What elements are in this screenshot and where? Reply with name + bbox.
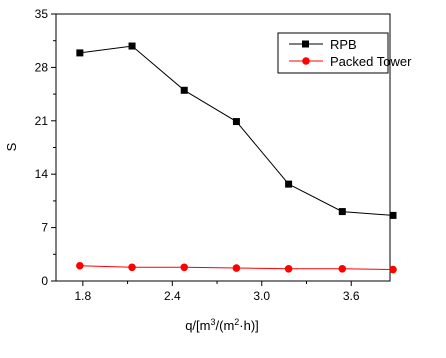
x-tick-label: 2.4	[164, 289, 181, 303]
y-tick-label: 0	[41, 274, 48, 288]
data-point-rpb	[180, 86, 188, 94]
x-axis-label-superscript: 3	[210, 317, 215, 327]
data-point-rpb	[389, 211, 397, 219]
data-point-rpb	[338, 208, 346, 216]
y-axis: 0 7 14 21 28 35	[35, 7, 56, 288]
y-tick-label: 35	[35, 7, 49, 21]
data-point-rpb	[76, 49, 84, 57]
legend-box	[277, 32, 389, 74]
data-point-packed-tower	[338, 264, 347, 273]
data-point-packed-tower	[180, 263, 189, 272]
data-point-packed-tower	[232, 264, 241, 272]
x-axis-label-part: ·h)]	[239, 318, 259, 333]
legend: RPB Packed Tower	[277, 32, 412, 74]
legend-marker-rpb	[302, 40, 309, 48]
x-axis-label: q/[m3/(m2·h)]	[185, 317, 259, 333]
data-point-rpb	[128, 42, 136, 50]
x-axis-label-superscript: 2	[234, 317, 239, 327]
legend-label-rpb: RPB	[330, 37, 357, 52]
data-point-packed-tower	[284, 264, 293, 273]
series-layer	[76, 42, 397, 274]
data-point-packed-tower	[128, 263, 136, 272]
x-tick-label: 3.0	[253, 289, 270, 303]
y-axis-label: S	[4, 142, 19, 151]
x-tick-label: 1.8	[74, 289, 91, 303]
data-point-packed-tower	[389, 265, 397, 274]
x-axis: 1.8 2.4 3.0 3.6	[74, 281, 360, 303]
y-tick-label: 28	[35, 60, 49, 74]
y-tick-label: 7	[41, 221, 48, 235]
x-axis-label-part: /(m	[216, 318, 235, 333]
y-tick-label: 14	[35, 167, 49, 181]
x-tick-label: 3.6	[343, 289, 360, 303]
data-point-packed-tower	[76, 261, 84, 270]
data-point-rpb	[285, 180, 293, 188]
data-point-rpb	[232, 118, 240, 126]
x-axis-label-part: q/[m	[185, 318, 210, 333]
legend-marker-packed-tower	[302, 57, 310, 65]
legend-label-packed-tower: Packed Tower	[330, 54, 412, 69]
y-tick-label: 21	[35, 114, 49, 128]
